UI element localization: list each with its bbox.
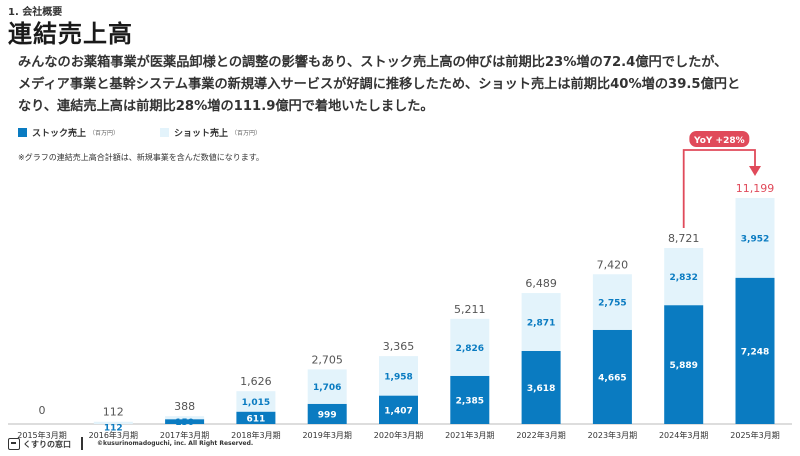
description-line: なり、連結売上高は前期比28%増の111.9億円で着地いたしました。: [18, 99, 434, 114]
footer-logo: くすりの窓口: [8, 438, 71, 450]
legend-shot-label: ショット売上: [174, 129, 229, 139]
bar-stock: [664, 305, 704, 424]
total-value-label: 388: [174, 400, 195, 413]
x-tick-label: 2024年3月期: [659, 430, 708, 440]
stock-value-label: 3,618: [527, 384, 555, 394]
shot-value-label: 2,871: [527, 319, 555, 329]
x-tick-label: 2019年3月期: [302, 430, 351, 440]
shot-value-label: 2,826: [456, 344, 484, 354]
total-value-label: 112: [103, 406, 124, 419]
copyright: ©kusurinomadoguchi, inc. All Right Reser…: [97, 440, 254, 447]
bar-stock: [236, 411, 276, 424]
total-value-label: 1,626: [240, 375, 272, 388]
section-label: 1. 会社概要: [8, 7, 63, 18]
shot-value-label: 2,755: [598, 299, 626, 309]
logo-text: くすりの窓口: [23, 439, 71, 449]
legend-stock-unit: （百万円）: [89, 130, 120, 137]
legend-stock-label: ストック売上: [32, 129, 87, 139]
bar-stock: [450, 375, 490, 424]
stock-value-label: 7,248: [741, 347, 769, 357]
shot-value-label: 1,958: [384, 372, 412, 382]
total-value-label: 0: [39, 404, 46, 417]
bar-stock: [735, 277, 775, 424]
logo-icon: [8, 438, 20, 450]
stock-value-label: 5,889: [669, 361, 697, 371]
x-tick-label: 2017年3月期: [160, 430, 209, 440]
x-tick-label: 2025年3月期: [730, 430, 779, 440]
page-title: 連結売上高: [8, 20, 133, 48]
legend-stock-swatch: [18, 128, 27, 137]
description: みんなのお薬箱事業が医薬品卸様との調整の影響もあり、ストック売上高の伸びは前期比…: [18, 52, 788, 118]
bar-stock: [307, 403, 347, 424]
bar-shot: [165, 416, 205, 420]
footer-divider: [81, 437, 83, 450]
x-tick-label: 2020年3月期: [374, 430, 423, 440]
yoy-arrow-head: [749, 166, 761, 176]
total-value-label: 6,489: [525, 277, 557, 290]
stock-value-label: 999: [318, 410, 337, 420]
shot-value-label: 112: [104, 424, 123, 434]
shot-value-label: 1,015: [242, 398, 270, 408]
total-value-label: 8,721: [668, 232, 700, 245]
chart-note: ※グラフの連結売上高合計額は、新規事業を含んだ数値になります。: [18, 153, 264, 162]
legend-shot: ショット売上 （百万円）: [160, 126, 261, 139]
bar-stock: [521, 350, 561, 424]
bar-shot: [664, 248, 704, 306]
bar-shot: [307, 369, 347, 404]
bar-stock: [379, 395, 418, 424]
shot-value-label: 3,952: [741, 234, 769, 244]
x-tick-label: 2021年3月期: [445, 430, 494, 440]
shot-value-label: 1,706: [313, 383, 341, 393]
bar-shot: [379, 356, 418, 396]
description-line: みんなのお薬箱事業が医薬品卸様との調整の影響もあり、ストック売上高の伸びは前期比…: [18, 55, 728, 70]
bar-shot: [592, 274, 632, 330]
bar-shot: [521, 293, 561, 351]
yoy-badge: [689, 131, 750, 147]
bar-shot: [93, 421, 133, 424]
total-value-label: 11,199: [736, 182, 775, 195]
total-value-label: 5,211: [454, 303, 486, 316]
x-tick-label: 2016年3月期: [89, 430, 138, 440]
total-value-label: 2,705: [311, 353, 343, 366]
total-value-label: 7,420: [597, 258, 629, 271]
yoy-badge-label: YoY +28%: [693, 136, 745, 146]
stock-value-label: 2,385: [456, 396, 484, 406]
bar-stock: [592, 329, 632, 424]
description-line: メディア事業と基幹システム事業の新規導入サービスが好調に推移したため、ショット売…: [18, 77, 741, 92]
x-tick-label: 2023年3月期: [588, 430, 637, 440]
x-tick-label: 2022年3月期: [516, 430, 565, 440]
stock-value-label: 4,665: [598, 373, 626, 383]
total-value-label: 3,365: [383, 340, 415, 353]
stock-value-label: 611: [247, 414, 266, 424]
legend-shot-unit: （百万円）: [231, 130, 262, 137]
bar-shot: [450, 318, 490, 376]
bar-shot: [236, 391, 276, 412]
x-tick-label: 2018年3月期: [231, 430, 280, 440]
stock-value-label: 1,407: [384, 406, 412, 416]
yoy-arrow-line: [682, 149, 756, 228]
legend-shot-swatch: [160, 128, 169, 137]
bar-stock: [165, 419, 205, 424]
shot-value-label: 150: [175, 418, 194, 428]
x-tick-label: 2015年3月期: [17, 430, 66, 440]
legend-stock: ストック売上 （百万円）: [18, 126, 119, 139]
bar-shot: [735, 197, 775, 278]
shot-value-label: 2,832: [669, 273, 697, 283]
